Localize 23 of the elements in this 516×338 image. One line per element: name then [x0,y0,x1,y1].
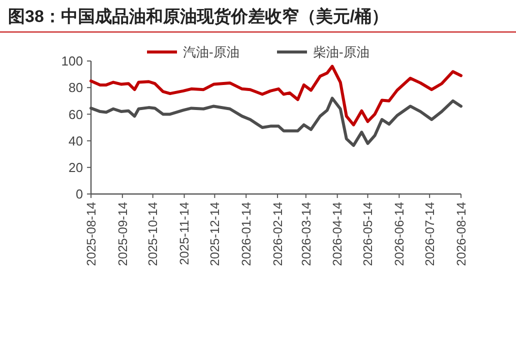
y-tick-label: 20 [68,160,83,175]
y-tick-label: 40 [68,133,83,148]
y-tick-label: 100 [61,54,83,69]
x-tick-label: 2026-02-14 [270,202,285,266]
x-tick-label: 2026-05-14 [361,202,376,266]
line-series [90,64,462,126]
x-tick-label: 2026-06-14 [392,202,407,266]
x-tick-label: 2026-08-14 [454,202,468,266]
x-tick-label: 2025-08-14 [84,202,98,266]
x-tick-label: 2026-07-14 [422,202,437,266]
y-tick-label: 80 [68,80,83,96]
x-tick-label: 2025-10-14 [146,202,160,266]
y-tick-label: 60 [68,106,83,122]
legend-label: 汽油-原油 [183,44,240,60]
x-tick-label: 2025-09-14 [116,202,130,266]
x-tick-label: 2025-11-14 [178,202,192,266]
chart-title: 图38：中国成品油和原油现货价差收窄（美元/桶） [8,7,389,26]
x-tick-label: 2026-01-14 [239,202,254,266]
y-tick-label: 0 [76,186,83,202]
x-tick-label: 2026-04-14 [330,202,345,266]
x-tick-label: 2026-03-14 [299,202,314,266]
x-tick-label: 2025-12-14 [208,202,222,266]
legend-label: 柴油-原油 [313,44,370,60]
